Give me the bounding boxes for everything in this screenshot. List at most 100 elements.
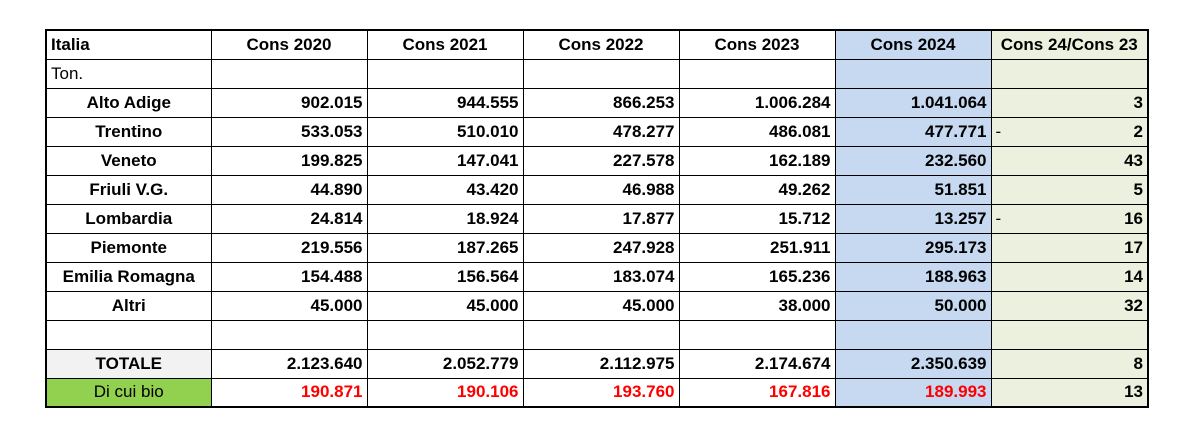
ratio-cell: 3: [990, 87, 1149, 118]
table-row: Trentino 533.053 510.010 478.277 486.081 477.…: [45, 116, 1149, 147]
bio-value: 190.106: [366, 377, 524, 408]
totale-value: 2.112.975: [522, 348, 680, 379]
value-cell: 866.253: [522, 87, 680, 118]
value-cell: 944.555: [366, 87, 524, 118]
value-cell: 17.877: [522, 203, 680, 234]
value-cell: 45.000: [522, 290, 680, 321]
value-cell: 50.000: [834, 290, 992, 321]
bio-label: Di cui bio: [45, 377, 212, 408]
ratio-cell: 17: [990, 232, 1149, 263]
value-cell: 295.173: [834, 232, 992, 263]
table-row: Friuli V.G. 44.890 43.420 46.988 49.262 51.85…: [45, 174, 1149, 205]
value-cell: 13.257: [834, 203, 992, 234]
region-name: Alto Adige: [45, 87, 212, 118]
totale-value: 2.350.639: [834, 348, 992, 379]
table-row: Alto Adige 902.015 944.555 866.253 1.006.284…: [45, 87, 1149, 118]
value-cell: 147.041: [366, 145, 524, 176]
region-name: Friuli V.G.: [45, 174, 212, 205]
value-cell: 533.053: [210, 116, 368, 147]
header-row: Italia Cons 2020 Cons 2021 Cons 2022 Cons 20…: [45, 29, 1149, 60]
ratio-cell: - 16: [990, 203, 1149, 234]
bio-value: 189.993: [834, 377, 992, 408]
empty-cell: [210, 58, 368, 89]
empty-cell: [834, 319, 992, 350]
value-cell: 247.928: [522, 232, 680, 263]
empty-cell: [522, 58, 680, 89]
value-cell: 49.262: [678, 174, 836, 205]
value-cell: 154.488: [210, 261, 368, 292]
table-row: Lombardia 24.814 18.924 17.877 15.712 13.257-…: [45, 203, 1149, 234]
ratio-cell: 32: [990, 290, 1149, 321]
region-name: Altri: [45, 290, 212, 321]
value-cell: 18.924: [366, 203, 524, 234]
value-cell: 43.420: [366, 174, 524, 205]
empty-cell: [678, 58, 836, 89]
totale-row: TOTALE 2.123.640 2.052.779 2.112.975 2.174.6…: [45, 348, 1149, 379]
value-cell: 199.825: [210, 145, 368, 176]
ratio-cell: 43: [990, 145, 1149, 176]
blank-row: [45, 319, 1149, 350]
ratio-cell: 14: [990, 261, 1149, 292]
bio-value: 167.816: [678, 377, 836, 408]
region-name: Piemonte: [45, 232, 212, 263]
totale-label: TOTALE: [45, 348, 212, 379]
ratio-cell: -2: [990, 116, 1149, 147]
negative-sign: -: [995, 121, 1002, 141]
region-name: Emilia Romagna: [45, 261, 212, 292]
totale-value: 2.174.674: [678, 348, 836, 379]
ratio-value: 2: [1133, 121, 1143, 141]
value-cell: 165.236: [678, 261, 836, 292]
region-name: Lombardia: [45, 203, 212, 234]
empty-cell: [990, 58, 1149, 89]
value-cell: 251.911: [678, 232, 836, 263]
column-header: Cons 2022: [522, 29, 680, 60]
table-body: Italia Cons 2020 Cons 2021 Cons 2022 Cons 20…: [45, 29, 1149, 408]
ratio-value: 5: [1133, 179, 1143, 199]
ratio-value: 16: [1124, 208, 1143, 228]
empty-cell: [366, 58, 524, 89]
value-cell: 44.890: [210, 174, 368, 205]
value-cell: 219.556: [210, 232, 368, 263]
value-cell: 156.564: [366, 261, 524, 292]
value-cell: 38.000: [678, 290, 836, 321]
unit-row: Ton.: [45, 58, 1149, 89]
bio-value: 193.760: [522, 377, 680, 408]
column-header: Cons 2023: [678, 29, 836, 60]
empty-cell: [990, 319, 1149, 350]
table-row: Emilia Romagna 154.488 156.564 183.074 165.2…: [45, 261, 1149, 292]
bio-row: Di cui bio 190.871 190.106 193.760 167.816 18…: [45, 377, 1149, 408]
negative-sign: -: [995, 208, 1002, 228]
ratio-cell: 8: [990, 348, 1149, 379]
totale-value: 2.052.779: [366, 348, 524, 379]
value-cell: 188.963: [834, 261, 992, 292]
value-cell: 902.015: [210, 87, 368, 118]
value-cell: 1.006.284: [678, 87, 836, 118]
value-cell: 15.712: [678, 203, 836, 234]
column-header: Cons 2020: [210, 29, 368, 60]
header-region: Italia: [45, 29, 212, 60]
region-name: Trentino: [45, 116, 212, 147]
value-cell: 227.578: [522, 145, 680, 176]
ratio-value: 13: [1124, 382, 1143, 402]
column-header: Cons 2021: [366, 29, 524, 60]
value-cell: 187.265: [366, 232, 524, 263]
table-row: Veneto 199.825 147.041 227.578 162.189 232.56…: [45, 145, 1149, 176]
unit-label: Ton.: [45, 58, 212, 89]
value-cell: 183.074: [522, 261, 680, 292]
table-row: Altri 45.000 45.000 45.000 38.000 50.000 32: [45, 290, 1149, 321]
value-cell: 477.771: [834, 116, 992, 147]
value-cell: 46.988: [522, 174, 680, 205]
column-header: Cons 2024: [834, 29, 992, 60]
value-cell: 162.189: [678, 145, 836, 176]
ratio-value: 17: [1124, 237, 1143, 257]
empty-cell: [366, 319, 524, 350]
empty-cell: [834, 58, 992, 89]
empty-cell: [678, 319, 836, 350]
value-cell: 45.000: [210, 290, 368, 321]
ratio-value: 3: [1133, 92, 1143, 112]
value-cell: 51.851: [834, 174, 992, 205]
value-cell: 478.277: [522, 116, 680, 147]
ratio-cell: 13: [990, 377, 1149, 408]
ratio-value: 14: [1124, 266, 1143, 286]
value-cell: 24.814: [210, 203, 368, 234]
